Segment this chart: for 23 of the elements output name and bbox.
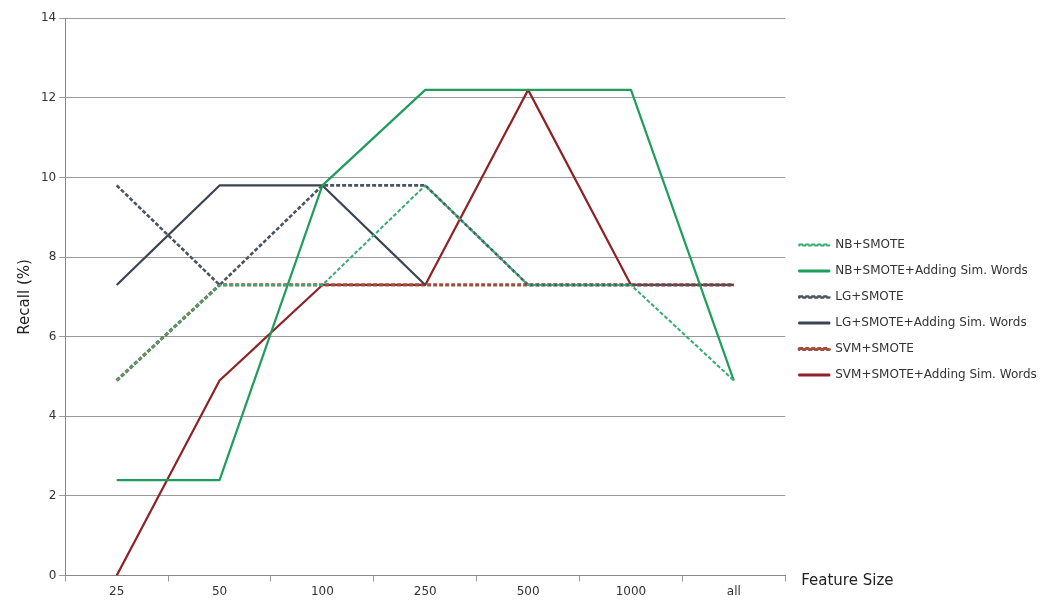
x-tick-label: 1000: [615, 583, 647, 598]
x-tick-label: 25: [109, 583, 125, 598]
x-tick-label: 500: [516, 583, 540, 598]
y-tick-label: 0: [48, 567, 57, 582]
y-tick-label: 8: [48, 249, 57, 264]
y-axis-title: Recall (%): [14, 259, 33, 335]
y-tick-label: 4: [48, 408, 57, 423]
y-tick-label: 12: [40, 89, 57, 104]
x-tick-label: 250: [413, 583, 437, 598]
legend-label: SVM+SMOTE+Adding Sim. Words: [835, 367, 1037, 382]
y-tick-label: 10: [40, 169, 57, 184]
x-axis-title: Feature Size: [801, 571, 894, 590]
legend-label: LG+SMOTE: [835, 289, 904, 304]
legend-label: SVM+SMOTE: [835, 341, 914, 356]
y-tick-label: 6: [48, 328, 57, 343]
legend-label: NB+SMOTE+Adding Sim. Words: [835, 263, 1028, 278]
x-tick-label: 50: [211, 583, 228, 598]
legend-label: LG+SMOTE+Adding Sim. Words: [835, 315, 1027, 330]
y-tick-label: 14: [40, 10, 57, 25]
x-tick-label: 100: [310, 583, 334, 598]
y-tick-label: 2: [48, 488, 57, 503]
legend-label: NB+SMOTE: [835, 237, 905, 252]
x-tick-label: all: [726, 583, 741, 598]
